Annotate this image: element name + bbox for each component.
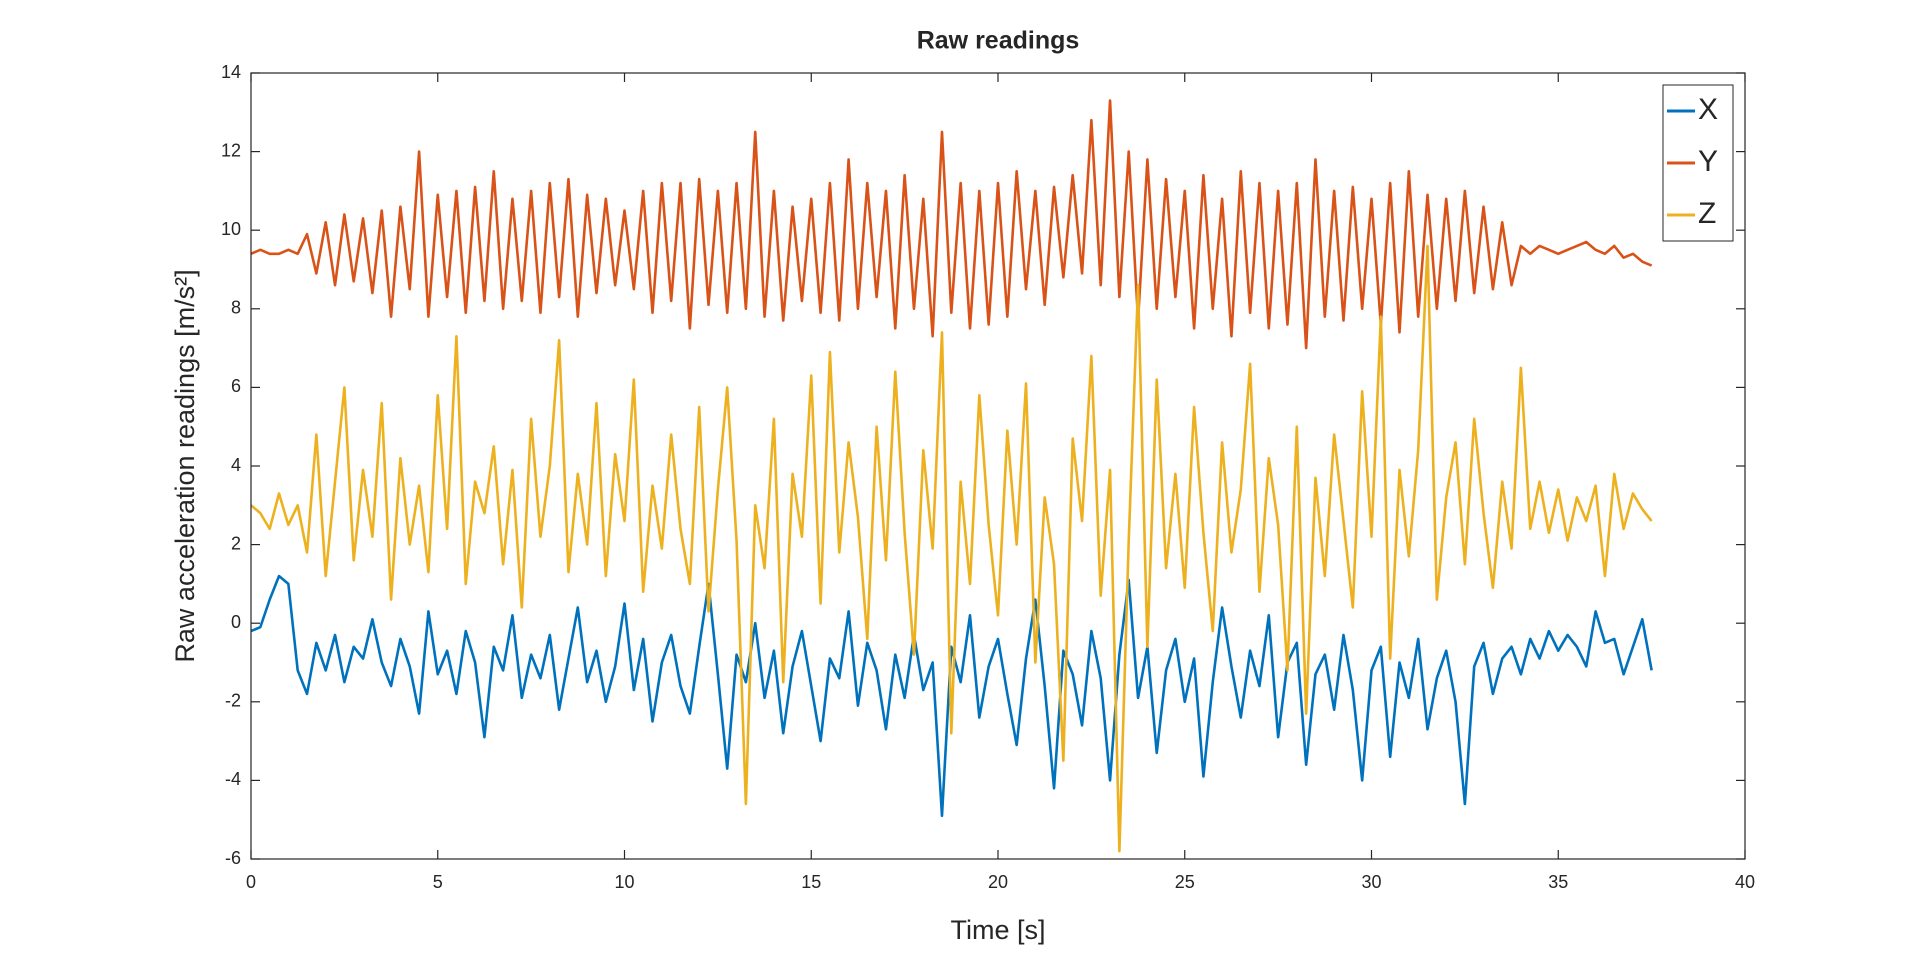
x-axis-label: Time [s] — [950, 915, 1045, 945]
y-tick-label: 10 — [221, 219, 241, 239]
y-tick-label: -4 — [225, 769, 241, 789]
series-line — [250, 99, 1653, 350]
x-tick-label: 15 — [801, 872, 821, 892]
x-tick-label: 25 — [1175, 872, 1195, 892]
y-tick-label: 2 — [231, 533, 241, 553]
x-tick-label: 40 — [1735, 872, 1755, 892]
legend-label: X — [1698, 93, 1718, 126]
legend-label: Z — [1698, 197, 1716, 230]
y-tick-label: 12 — [221, 140, 241, 160]
y-tick-label: 0 — [231, 612, 241, 632]
legend-label: Y — [1698, 145, 1718, 178]
series-line — [250, 244, 1653, 853]
y-tick-label: -6 — [225, 848, 241, 868]
y-tick-label: 14 — [221, 62, 241, 82]
series-line — [250, 574, 1653, 818]
y-tick-label: 6 — [231, 376, 241, 396]
y-tick-label: -2 — [225, 691, 241, 711]
x-tick-label: 20 — [988, 872, 1008, 892]
y-axis-label: Raw acceleration readings [m/s²] — [170, 269, 200, 662]
y-tick-label: 4 — [231, 455, 241, 475]
chart-title: Raw readings — [917, 27, 1080, 55]
x-tick-label: 30 — [1361, 872, 1381, 892]
x-tick-label: 35 — [1548, 872, 1568, 892]
y-tick-label: 8 — [231, 298, 241, 318]
x-tick-label: 10 — [614, 872, 634, 892]
x-tick-label: 5 — [433, 872, 443, 892]
x-tick-label: 0 — [246, 872, 256, 892]
